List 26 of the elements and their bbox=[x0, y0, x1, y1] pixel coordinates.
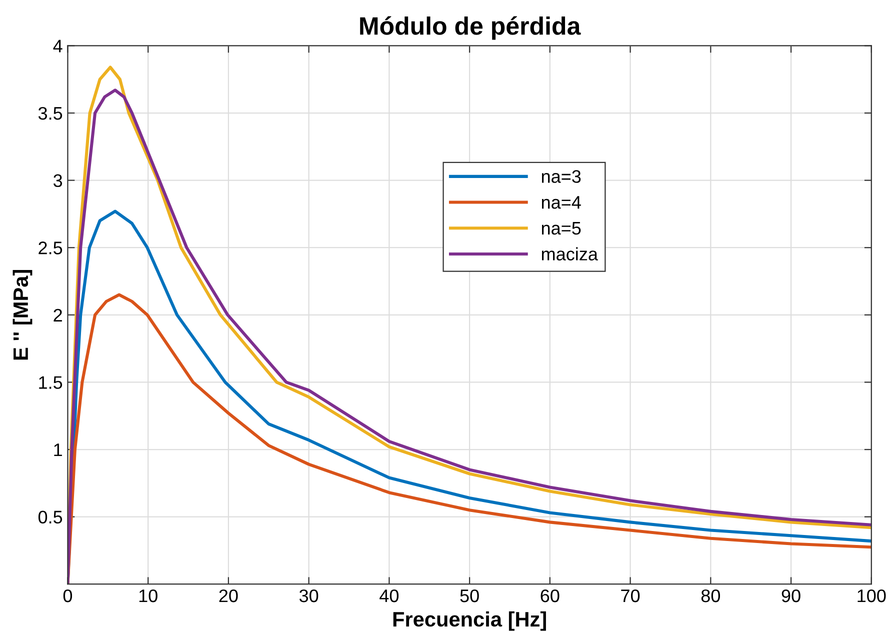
x-tick-label: 0 bbox=[63, 589, 72, 602]
y-tick-label: 1.5 bbox=[39, 376, 62, 389]
x-tick-label: 30 bbox=[299, 589, 318, 602]
y-tick-label: 2 bbox=[54, 308, 62, 322]
y-tick-label: 3 bbox=[54, 174, 62, 188]
legend-label: na=5 bbox=[542, 222, 581, 235]
x-axis-title: Frecuencia [Hz] bbox=[393, 611, 546, 631]
x-tick-label: 90 bbox=[782, 589, 800, 602]
x-tick-label: 60 bbox=[540, 589, 560, 602]
y-axis-title: E '' [MPa] bbox=[12, 270, 32, 360]
x-tick-label: 10 bbox=[139, 589, 158, 602]
y-tick-label: 1 bbox=[54, 444, 62, 456]
y-tick-label: 0.5 bbox=[38, 510, 62, 524]
x-tick-label: 50 bbox=[460, 589, 479, 602]
y-tick-label: 2.5 bbox=[38, 242, 62, 254]
x-tick-label: 80 bbox=[701, 589, 720, 602]
chart-title: Módulo de pérdida bbox=[360, 16, 581, 40]
y-tick-label: 3.5 bbox=[38, 106, 62, 120]
legend-label: na=4 bbox=[542, 196, 581, 209]
legend-label: maciza bbox=[542, 247, 598, 260]
y-tick-label: 4 bbox=[53, 40, 62, 52]
x-tick-label: 100 bbox=[858, 589, 886, 602]
x-tick-label: 20 bbox=[219, 589, 238, 602]
x-tick-label: 70 bbox=[621, 589, 640, 602]
x-tick-label: 40 bbox=[380, 589, 399, 602]
legend-label: na=3 bbox=[542, 170, 581, 183]
